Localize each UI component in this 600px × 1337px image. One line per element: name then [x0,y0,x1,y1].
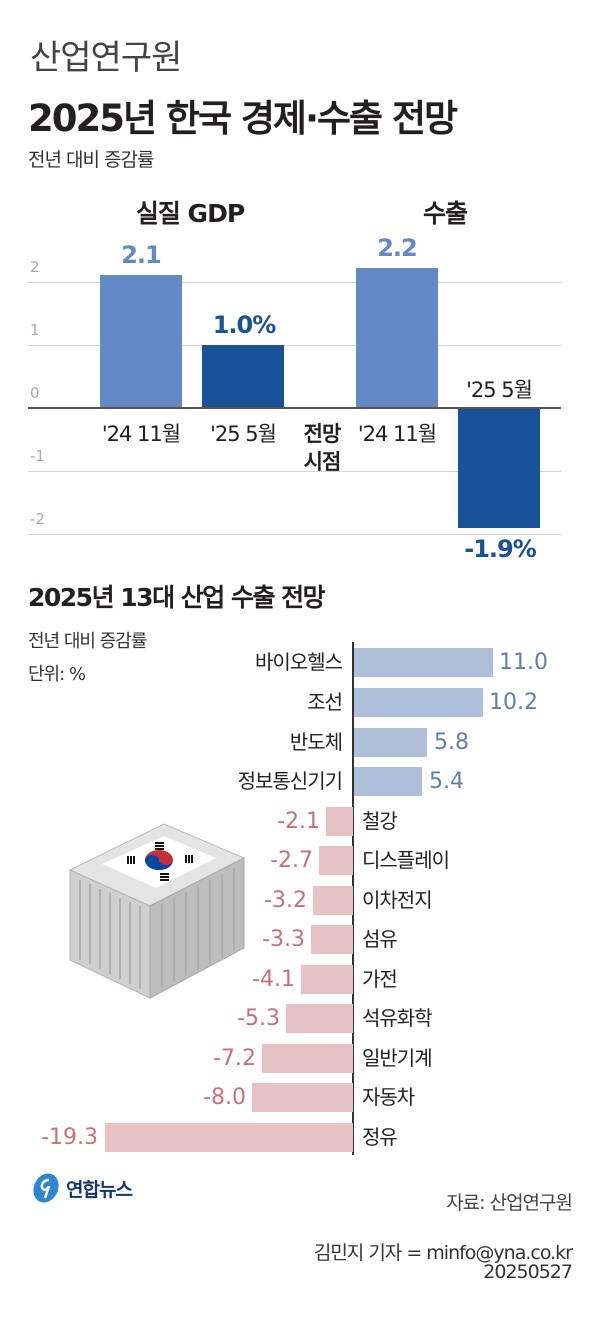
value-label: 5.8 [434,730,469,755]
forecast-point-label: 전망 [303,422,342,446]
source-note: 자료: 산업연구원 [446,1192,573,1214]
publish-date: 20250527 [483,1261,573,1283]
value-label: -4.1 [252,967,295,992]
y-tick: -2 [30,510,45,528]
bar-automobile [252,1083,353,1112]
value-label: 2.1 [121,241,162,269]
value-label: -7.2 [213,1046,256,1071]
unit-label: 단위: % [28,664,86,685]
value-label: -3.2 [264,888,307,913]
category-label: 반도체 [289,730,343,754]
gridline-1 [28,345,561,346]
category-label: 정유 [362,1125,398,1149]
bar-petroleum-refining [105,1123,353,1152]
shipping-container-illustration [62,808,252,1008]
bar-display [319,846,353,875]
bar-semiconductor [354,728,427,757]
container-icon [68,823,246,999]
bar-machinery [262,1044,353,1073]
x-label: '25 5월 [466,378,533,402]
bar-secondary-battery [313,886,353,915]
bar-export-2411 [356,268,438,408]
value-label: -2.7 [270,848,313,873]
x-label: '24 11월 [101,422,181,446]
section-title: 2025년 13대 산업 수출 전망 [28,583,326,612]
gridline-2 [28,282,561,283]
y-tick: 0 [30,384,40,402]
value-label: 2.2 [377,234,418,262]
category-label: 조선 [307,690,343,714]
value-label: -1.9% [464,535,537,563]
value-label: -2.1 [277,809,320,834]
category-label: 디스플레이 [362,848,450,872]
group-label-gdp: 실질 GDP [135,199,245,228]
zero-axis [352,642,354,1155]
x-label: '25 5월 [210,422,277,446]
x-label: '24 11월 [357,422,437,446]
y-tick: 1 [30,321,40,339]
category-label: 일반기계 [362,1046,433,1070]
value-label: -3.3 [262,927,305,952]
category-label: 이차전지 [362,888,433,912]
section-subtitle: 전년 대비 증감률 [28,631,147,652]
bar-gdp-2505 [202,345,284,408]
logo-text: 연합뉴스 [66,1178,133,1201]
category-label: 철강 [362,809,398,833]
value-label: -8.0 [203,1085,246,1110]
value-label: 10.2 [489,690,538,715]
bar-ict-devices [354,767,422,796]
category-label: 자동차 [362,1085,415,1109]
group-label-export: 수출 [422,199,468,228]
value-label: 11.0 [499,650,548,675]
gridline-neg2 [28,534,561,535]
category-label: 가전 [362,967,398,991]
page-subtitle: 전년 대비 증감률 [28,149,154,171]
category-label: 바이오헬스 [255,650,343,674]
bar-export-2505 [458,409,540,528]
bar-biohealth [354,648,493,677]
category-label: 석유화학 [362,1006,433,1030]
supertitle: 산업연구원 [30,38,182,78]
bar-petrochemical [286,1004,353,1033]
value-label: 1.0% [212,311,277,339]
yonhap-logo: 연합뉴스 [30,1172,133,1204]
bar-gdp-2411 [100,275,182,408]
value-label: -5.3 [237,1006,280,1031]
yonhap-globe-icon [33,1173,59,1203]
y-tick: 2 [30,258,40,276]
gridline-neg1 [28,471,561,472]
zero-line [28,407,561,409]
category-label: 정보통신기기 [237,769,343,793]
author-credit: 김민지 기자 = minfo@yna.co.kr [313,1242,573,1264]
bar-steel [326,807,353,836]
value-label: -19.3 [41,1125,98,1150]
y-tick: -1 [30,447,45,465]
bar-shipbuilding [354,688,483,717]
bar-textile [311,925,353,954]
category-label: 섬유 [362,927,398,951]
bar-appliances [301,965,353,994]
value-label: 5.4 [429,769,464,794]
page-title: 2025년 한국 경제·수출 전망 [28,97,458,140]
forecast-point-label: 시점 [303,450,342,474]
